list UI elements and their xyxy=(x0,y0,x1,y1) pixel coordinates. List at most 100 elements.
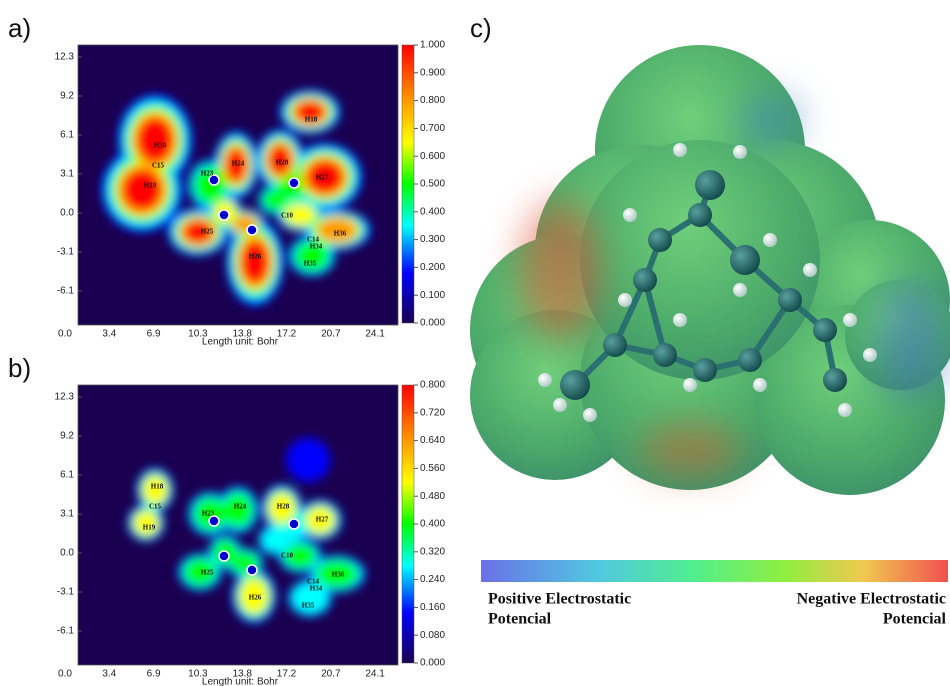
colorbar-label: 0.320 xyxy=(420,546,445,557)
hydrogen xyxy=(838,403,852,417)
panel-label: c) xyxy=(470,13,492,43)
atom-label: H24 xyxy=(234,503,247,511)
colorbar-label: 0.300 xyxy=(420,234,445,245)
atom-label: C10 xyxy=(281,552,294,560)
hydrogen xyxy=(733,145,747,159)
carbon xyxy=(738,348,762,372)
y-tick-label: 0.0 xyxy=(60,548,74,559)
potential-scale xyxy=(481,560,948,582)
atom-label: H24 xyxy=(232,160,245,168)
y-tick-label: 6.1 xyxy=(60,470,74,481)
y-tick-label: 6.1 xyxy=(60,130,74,141)
positive-region xyxy=(875,280,945,400)
panel-label: a) xyxy=(8,13,31,43)
x-tick-label: 17.2 xyxy=(277,329,297,340)
colorbar-label: 0.400 xyxy=(420,206,445,217)
carbon xyxy=(648,228,672,252)
atom-ring xyxy=(289,178,299,188)
scale-right-label: Negative Electrostatic xyxy=(797,591,946,608)
atom-label: H28 xyxy=(276,159,289,167)
y-tick-label: 9.2 xyxy=(60,91,74,102)
atom-label: H19 xyxy=(143,524,156,532)
carbon xyxy=(603,333,627,357)
colorbar-label: 0.160 xyxy=(420,602,445,613)
atom-label: C15 xyxy=(152,162,165,170)
hydrogen xyxy=(803,263,817,277)
atom-ring xyxy=(219,551,229,561)
negative-region xyxy=(640,425,740,475)
colorbar-label: 0.600 xyxy=(420,151,445,162)
carbon xyxy=(778,288,802,312)
colorbar-label: 0.900 xyxy=(420,67,445,78)
atom-label: H27 xyxy=(316,516,329,524)
y-tick-label: -6.1 xyxy=(57,626,75,637)
colorbar xyxy=(402,385,414,663)
y-tick-label: 3.1 xyxy=(60,509,74,520)
atom-label: H35 xyxy=(302,602,315,610)
colorbar-label: 0.000 xyxy=(420,658,445,669)
carbon xyxy=(730,245,760,275)
scale-right-label: Potencial xyxy=(883,611,947,628)
colorbar-label: 0.480 xyxy=(420,491,445,502)
y-tick-label: -3.1 xyxy=(57,587,75,598)
hydrogen xyxy=(753,378,767,392)
density-blob xyxy=(122,169,163,212)
colorbar-label: 0.400 xyxy=(420,519,445,530)
colorbar-label: 0.640 xyxy=(420,435,445,446)
hydrogen xyxy=(673,313,687,327)
colorbar-label: 0.240 xyxy=(420,574,445,585)
x-tick-label: 6.9 xyxy=(147,329,161,340)
atom-label: H23 xyxy=(202,510,215,518)
density-blob xyxy=(286,438,330,482)
carbon xyxy=(653,343,677,367)
atom-label: H25 xyxy=(201,228,214,236)
x-tick-label: 3.4 xyxy=(102,329,116,340)
colorbar-label: 0.720 xyxy=(420,407,445,418)
esp-map: c) Positive Electrostatic Potencial Negativ… xyxy=(470,13,950,628)
carbon xyxy=(823,368,847,392)
hydrogen xyxy=(623,208,637,222)
atom-ring xyxy=(219,210,229,220)
carbon xyxy=(695,170,725,200)
hydrogen xyxy=(618,293,632,307)
colorbar-label: 0.500 xyxy=(420,179,445,190)
colorbar-label: 0.800 xyxy=(420,95,445,106)
y-tick-label: -3.1 xyxy=(57,247,75,258)
atom-label: C14 xyxy=(307,578,320,586)
colorbar-label: 0.700 xyxy=(420,123,445,134)
y-tick-label: 0.0 xyxy=(60,208,74,219)
x-tick-label: 24.1 xyxy=(365,669,385,680)
hydrogen xyxy=(763,233,777,247)
atom-label: C10 xyxy=(281,212,294,220)
hydrogen xyxy=(683,378,697,392)
atom-label: C15 xyxy=(149,503,162,511)
y-tick-label: 3.1 xyxy=(60,169,74,180)
atom-label: H28 xyxy=(277,503,290,511)
atom-ring xyxy=(247,565,257,575)
colorbar-label: 1.000 xyxy=(420,40,445,51)
atom-label: H34 xyxy=(310,243,323,251)
y-tick-label: 12.3 xyxy=(55,52,75,63)
hydrogen xyxy=(538,373,552,387)
atom-label: H26 xyxy=(249,594,262,602)
scale-left-label: Potencial xyxy=(488,611,552,628)
y-tick-label: 12.3 xyxy=(55,392,75,403)
colorbar-label: 0.200 xyxy=(420,262,445,273)
hydrogen xyxy=(673,143,687,157)
atom-label: H26 xyxy=(249,253,262,261)
x-tick-label: 24.1 xyxy=(365,329,385,340)
atom-label: H36 xyxy=(332,571,345,579)
atom-label: H23 xyxy=(201,170,214,178)
hydrogen xyxy=(863,348,877,362)
positive-region xyxy=(740,95,800,145)
x-tick-label: 0.0 xyxy=(58,669,72,680)
scale-left-label: Positive Electrostatic xyxy=(488,591,631,608)
atom-label: H30 xyxy=(154,142,167,150)
density-blob xyxy=(241,240,270,284)
atom-label: C14 xyxy=(307,236,320,244)
carbon xyxy=(813,318,837,342)
atom-label: H19 xyxy=(144,182,157,190)
x-tick-label: 0.0 xyxy=(58,329,72,340)
colorbar-label: 0.560 xyxy=(420,463,445,474)
